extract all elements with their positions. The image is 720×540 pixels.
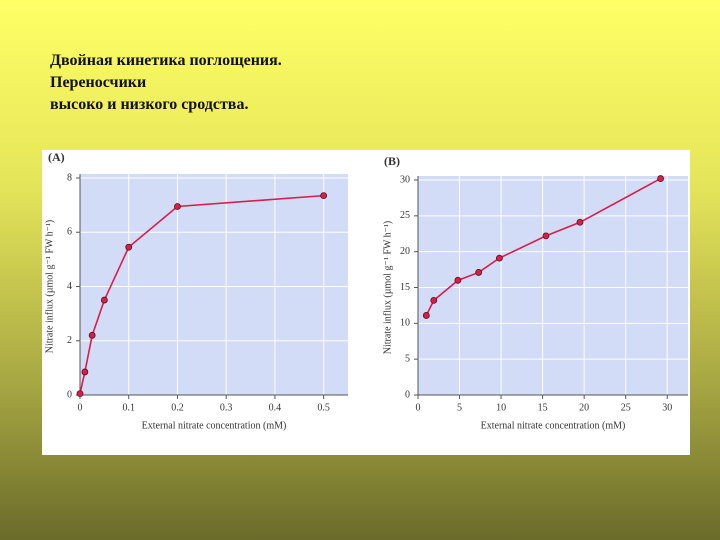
y-tick-label: 15	[400, 282, 410, 293]
title-line: Переносчики	[50, 74, 147, 91]
data-point	[88, 331, 96, 339]
y-tick-label: 10	[400, 318, 410, 329]
y-tick-label: 25	[400, 210, 410, 221]
title-line: высоко и низкого сродства.	[50, 96, 249, 113]
series-line	[425, 177, 661, 316]
y-tick-label: 8	[67, 172, 72, 183]
x-tick-label: 0	[78, 402, 83, 413]
x-tick-label: 0.4	[269, 402, 282, 413]
data-point	[576, 218, 584, 226]
slide-title: Двойная кинетика поглощения. Переносчики…	[50, 50, 282, 116]
plot-area	[418, 176, 688, 395]
data-point	[422, 312, 430, 319]
x-tick-label: 0	[416, 402, 421, 413]
x-tick-label: 5	[457, 402, 462, 413]
x-tick-label: 10	[496, 402, 506, 413]
x-tick-label: 0.5	[317, 402, 330, 413]
data-point	[76, 390, 84, 398]
y-tick-label: 30	[400, 174, 410, 185]
title-line: Двойная кинетика поглощения.	[50, 52, 282, 69]
plot-area	[80, 174, 348, 395]
data-point	[657, 175, 664, 182]
x-tick-label: 25	[621, 402, 631, 413]
data-point	[320, 192, 328, 200]
y-tick-label: 6	[67, 227, 72, 238]
y-tick-label: 4	[67, 281, 72, 292]
y-tick-label: 0	[405, 389, 410, 400]
y-axis-label: Nitrate influx (µmol g⁻¹ FW h⁻¹)	[382, 221, 393, 355]
y-tick-label: 5	[405, 353, 410, 364]
x-tick-label: 0.2	[171, 402, 184, 413]
x-tick-label: 0.3	[220, 402, 233, 413]
y-tick-label: 0	[67, 389, 72, 400]
y-axis-label: Nitrate influx (µmol g⁻¹ FW h⁻¹)	[44, 220, 55, 354]
x-tick-label: 15	[538, 402, 548, 413]
data-point	[174, 203, 181, 210]
x-axis-label: External nitrate concentration (mM)	[142, 420, 287, 431]
x-tick-label: 0.1	[122, 402, 135, 413]
x-tick-label: 20	[579, 402, 589, 413]
panel-label: (A)	[48, 150, 65, 164]
y-tick-label: 2	[67, 335, 72, 346]
data-point	[430, 296, 438, 304]
data-point	[454, 276, 462, 284]
data-point	[125, 243, 133, 251]
x-axis-label: External nitrate concentration (mM)	[481, 420, 626, 431]
x-tick-label: 30	[662, 402, 672, 413]
data-point	[100, 296, 108, 304]
data-point	[542, 232, 550, 240]
data-point	[496, 254, 503, 262]
data-point	[81, 368, 89, 376]
data-point	[475, 269, 483, 276]
y-tick-label: 20	[400, 246, 410, 257]
panel-label: (B)	[384, 154, 400, 168]
